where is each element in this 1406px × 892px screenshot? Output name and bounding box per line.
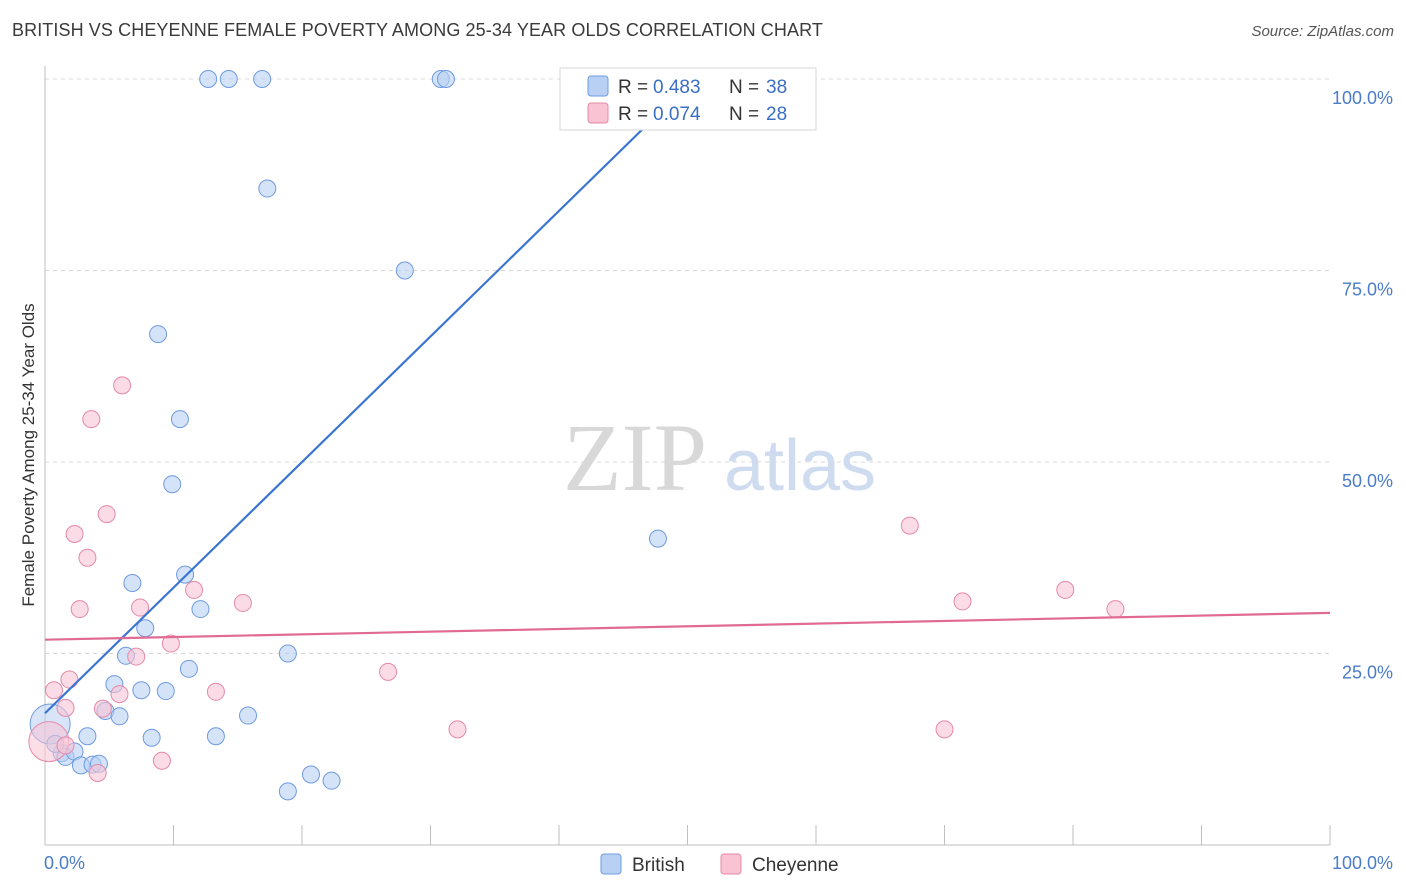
british-point bbox=[278, 644, 297, 663]
cheyenne-r-label: R = bbox=[618, 104, 648, 125]
british-point bbox=[301, 765, 320, 784]
cheyenne-point bbox=[127, 647, 146, 666]
british-point bbox=[253, 70, 272, 88]
cheyenne-point bbox=[161, 634, 180, 653]
british-point bbox=[191, 600, 210, 619]
cheyenne-point bbox=[152, 751, 171, 770]
british-point bbox=[219, 70, 238, 88]
cheyenne-legend-swatch bbox=[587, 102, 609, 124]
british-point bbox=[132, 681, 151, 700]
cheyenne-point bbox=[953, 592, 972, 611]
british-point bbox=[322, 771, 341, 790]
y-tick-label: 50.0% bbox=[1342, 471, 1393, 491]
bottom-legend: British Cheyenne bbox=[600, 853, 839, 876]
british-point bbox=[239, 706, 258, 725]
cheyenne-point bbox=[448, 720, 467, 739]
watermark-atlas: atlas bbox=[724, 426, 876, 506]
british-point bbox=[142, 728, 161, 747]
cheyenne-point bbox=[935, 720, 954, 739]
cheyenne-point bbox=[900, 516, 919, 535]
axis-layer: 25.0% 50.0% 75.0% 100.0% 0.0% 100.0% bbox=[44, 66, 1393, 873]
cheyenne-point bbox=[56, 736, 75, 755]
cheyenne-r-value: 0.074 bbox=[653, 104, 701, 125]
british-r-value: 0.483 bbox=[653, 77, 701, 98]
watermark-zip: ZIP bbox=[563, 404, 707, 511]
british-point bbox=[648, 529, 667, 548]
cheyenne-point bbox=[88, 763, 107, 782]
y-tick-label: 100.0% bbox=[1332, 88, 1393, 108]
x-tick-label-min: 0.0% bbox=[44, 853, 85, 873]
cheyenne-point bbox=[65, 525, 84, 544]
cheyenne-point bbox=[60, 670, 79, 689]
british-point bbox=[258, 179, 277, 198]
cheyenne-point bbox=[206, 682, 225, 701]
cheyenne-point bbox=[82, 410, 101, 429]
british-point bbox=[110, 707, 129, 726]
cheyenne-point bbox=[379, 662, 398, 681]
y-tick-label: 75.0% bbox=[1342, 280, 1393, 300]
watermark: ZIP atlas bbox=[563, 404, 876, 511]
cheyenne-point bbox=[70, 600, 89, 619]
british-point bbox=[78, 727, 97, 746]
british-r-label: R = bbox=[618, 77, 648, 98]
cheyenne-point bbox=[78, 548, 97, 567]
chart-title: BRITISH VS CHEYENNE FEMALE POVERTY AMONG… bbox=[12, 20, 823, 40]
cheyenne-point bbox=[113, 376, 132, 395]
british-n-label: N = bbox=[729, 77, 759, 98]
british-point bbox=[199, 70, 218, 88]
british-point bbox=[179, 659, 198, 678]
british-point bbox=[163, 475, 182, 494]
points-layer bbox=[28, 70, 1125, 801]
y-axis-title: Female Poverty Among 25-34 Year Olds bbox=[19, 303, 38, 606]
british-point bbox=[278, 782, 297, 801]
british-point bbox=[176, 565, 195, 584]
cheyenne-point bbox=[110, 685, 129, 704]
cheyenne-bottom-swatch bbox=[720, 853, 742, 875]
british-point bbox=[170, 410, 189, 429]
british-trend-line bbox=[44, 78, 695, 715]
british-point bbox=[395, 261, 414, 280]
chart-source: Source: ZipAtlas.com bbox=[1251, 23, 1394, 40]
cheyenne-point bbox=[233, 593, 252, 612]
cheyenne-point bbox=[44, 681, 63, 700]
cheyenne-point bbox=[1056, 580, 1075, 599]
british-point bbox=[206, 727, 225, 746]
cheyenne-point bbox=[131, 598, 150, 617]
cheyenne-point bbox=[97, 505, 116, 524]
british-point bbox=[156, 682, 175, 701]
cheyenne-point bbox=[1106, 600, 1125, 619]
british-point bbox=[436, 70, 455, 88]
trend-layer bbox=[44, 78, 1331, 715]
y-tick-label: 25.0% bbox=[1342, 663, 1393, 683]
british-bottom-label: British bbox=[632, 855, 685, 876]
british-point bbox=[123, 574, 142, 593]
cheyenne-point bbox=[185, 580, 204, 599]
cheyenne-point bbox=[93, 699, 112, 718]
grid-layer bbox=[45, 78, 1330, 654]
cheyenne-n-value: 28 bbox=[766, 104, 787, 125]
x-tick-label-max: 100.0% bbox=[1332, 853, 1393, 873]
cheyenne-n-label: N = bbox=[729, 104, 759, 125]
british-legend-swatch bbox=[587, 75, 609, 97]
cheyenne-trend-line bbox=[44, 611, 1331, 641]
british-bottom-swatch bbox=[600, 853, 622, 875]
british-point bbox=[149, 325, 168, 344]
british-n-value: 38 bbox=[766, 77, 787, 98]
cheyenne-bottom-label: Cheyenne bbox=[752, 855, 839, 876]
cheyenne-point bbox=[56, 698, 75, 717]
top-legend: R = 0.483 N = 38 R = 0.074 N = 28 bbox=[559, 67, 817, 131]
